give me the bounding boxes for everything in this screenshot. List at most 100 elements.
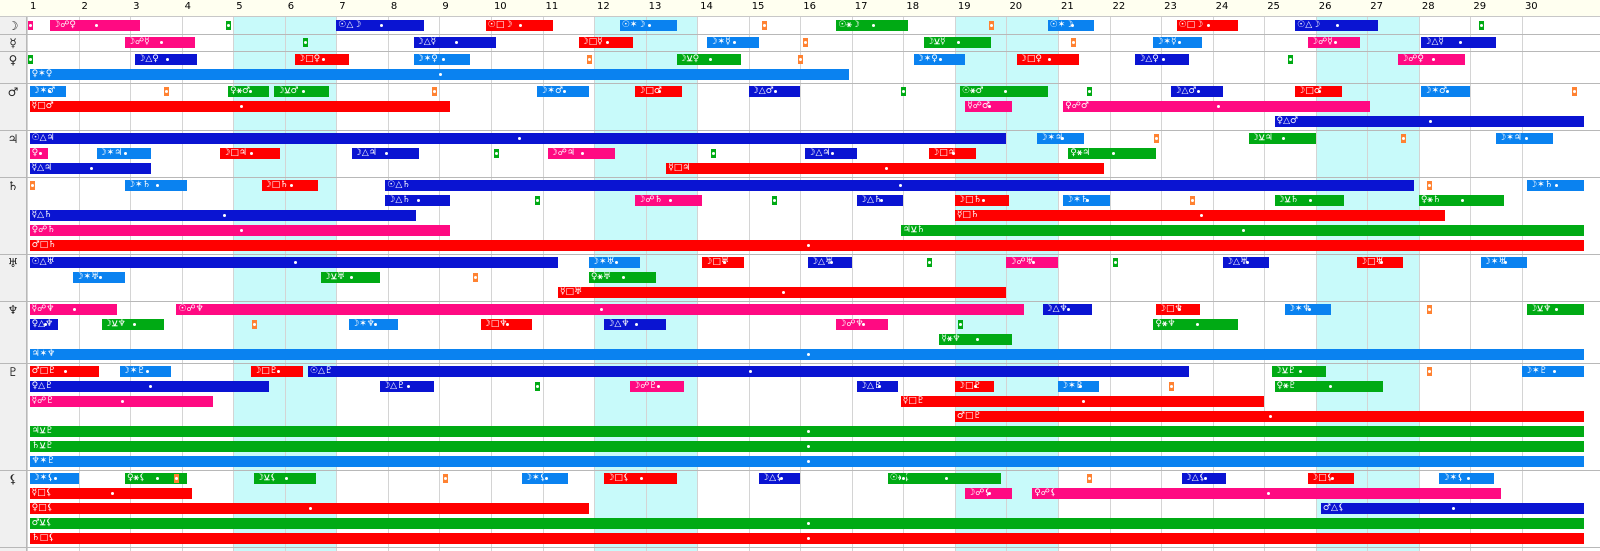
- aspect-bar[interactable]: ☽⚺♇: [1271, 366, 1327, 377]
- aspect-marker[interactable]: [1112, 258, 1118, 267]
- aspect-marker[interactable]: [1427, 181, 1433, 190]
- aspect-marker[interactable]: [226, 21, 232, 30]
- aspect-bar[interactable]: ☽△☿: [1421, 37, 1497, 48]
- aspect-bar[interactable]: ☽☍☿: [124, 37, 195, 48]
- aspect-bar[interactable]: ☿△♃: [29, 163, 151, 174]
- aspect-marker[interactable]: [1427, 367, 1433, 376]
- aspect-bar[interactable]: ♀✶♀: [29, 69, 850, 80]
- aspect-bar[interactable]: ☿☍♇: [29, 396, 213, 407]
- aspect-bar[interactable]: ☽□♇: [251, 366, 303, 377]
- aspect-bar[interactable]: ☽□♃: [929, 148, 976, 159]
- aspect-bar[interactable]: ☽✶♅: [73, 272, 125, 283]
- aspect-bar[interactable]: ☽✶♄: [124, 180, 187, 191]
- aspect-bar[interactable]: ♀△♂: [1274, 116, 1584, 127]
- aspect-marker[interactable]: [1169, 382, 1175, 391]
- aspect-marker[interactable]: [27, 21, 33, 30]
- aspect-bar[interactable]: ☽✶⚸: [1439, 473, 1494, 484]
- aspect-bar[interactable]: ☽△♆: [1042, 304, 1092, 315]
- aspect-marker[interactable]: [803, 38, 809, 47]
- aspect-bar[interactable]: ☉△☽: [1295, 20, 1378, 31]
- aspect-bar[interactable]: ☽✶♀: [913, 54, 966, 65]
- aspect-bar[interactable]: ☿□♃: [666, 163, 1105, 174]
- aspect-bar[interactable]: ☽△♀: [1135, 54, 1190, 65]
- aspect-bar[interactable]: ☽☍♅: [1006, 257, 1058, 268]
- aspect-marker[interactable]: [1190, 196, 1196, 205]
- aspect-bar[interactable]: ☉△♄: [385, 180, 1414, 191]
- aspect-bar[interactable]: ♀☍⚸: [1032, 488, 1502, 499]
- aspect-bar[interactable]: ♃⚺♇: [29, 426, 1584, 437]
- aspect-bar[interactable]: ☽□♅: [702, 257, 744, 268]
- aspect-bar[interactable]: ☿□♂: [29, 101, 450, 112]
- aspect-bar[interactable]: ☽☍⚸: [965, 488, 1012, 499]
- aspect-bar[interactable]: ☽✶♇: [1058, 381, 1100, 392]
- aspect-bar[interactable]: ☽△☿: [413, 37, 497, 48]
- aspect-bar[interactable]: ☽⚺♀: [676, 54, 741, 65]
- aspect-bar[interactable]: ☽✶♇: [1521, 366, 1584, 377]
- aspect-bar[interactable]: ☽✶♄: [1063, 195, 1110, 206]
- aspect-bar[interactable]: ♂⚺⚸: [29, 518, 1584, 529]
- aspect-bar[interactable]: ☽✶⚸: [29, 473, 79, 484]
- aspect-bar[interactable]: ☽✶♃: [1037, 133, 1084, 144]
- aspect-bar[interactable]: ☽✶♅: [588, 257, 641, 268]
- aspect-marker[interactable]: [1401, 134, 1407, 143]
- aspect-bar[interactable]: ♃⚺♄: [900, 225, 1584, 236]
- aspect-bar[interactable]: ☽□♇: [954, 381, 994, 392]
- aspect-marker[interactable]: [988, 21, 994, 30]
- aspect-bar[interactable]: ☽△♆: [604, 319, 667, 330]
- aspect-bar[interactable]: ☽□⚸: [1308, 473, 1355, 484]
- aspect-marker[interactable]: [1571, 87, 1577, 96]
- aspect-bar[interactable]: ☿△♄: [29, 210, 417, 221]
- aspect-bar[interactable]: ♀△♇: [29, 381, 270, 392]
- aspect-marker[interactable]: [710, 149, 716, 158]
- aspect-bar[interactable]: ☽⚺♆: [101, 319, 164, 330]
- aspect-marker[interactable]: [586, 55, 592, 64]
- aspect-bar[interactable]: ☽⚺☿: [923, 37, 991, 48]
- aspect-bar[interactable]: ♀⚹♂: [228, 86, 270, 97]
- aspect-bar[interactable]: ☽✶♆: [349, 319, 399, 330]
- aspect-bar[interactable]: ☿□♅: [557, 287, 1007, 298]
- aspect-bar[interactable]: ☽□♃: [220, 148, 280, 159]
- aspect-bar[interactable]: ☽△⚸: [1181, 473, 1226, 484]
- aspect-bar[interactable]: ☉⚹☽: [836, 20, 909, 31]
- aspect-bar[interactable]: ♂□♇: [29, 366, 100, 377]
- aspect-bar[interactable]: ☽□♀: [295, 54, 350, 65]
- aspect-bar[interactable]: ☽☍☿: [1308, 37, 1360, 48]
- aspect-bar[interactable]: ☽✶♂: [29, 86, 66, 97]
- aspect-marker[interactable]: [1287, 55, 1293, 64]
- aspect-marker[interactable]: [1478, 21, 1484, 30]
- aspect-bar[interactable]: ☿□♇: [900, 396, 1265, 407]
- aspect-bar[interactable]: ♂□♄: [29, 240, 1584, 251]
- aspect-bar[interactable]: ☽⚺♂: [274, 86, 329, 97]
- aspect-bar[interactable]: ☽✶♀: [413, 54, 471, 65]
- aspect-marker[interactable]: [303, 38, 309, 47]
- aspect-bar[interactable]: ☽□♂: [635, 86, 682, 97]
- aspect-bar[interactable]: ☽⚺⚸: [253, 473, 316, 484]
- aspect-bar[interactable]: ☽□♆: [1155, 304, 1200, 315]
- aspect-bar[interactable]: ☿□♄: [954, 210, 1445, 221]
- aspect-bar[interactable]: ☽☍♀: [1398, 54, 1466, 65]
- aspect-bar[interactable]: ♀⚹♅: [588, 272, 656, 283]
- aspect-bar[interactable]: ☽✶♄: [1527, 180, 1584, 191]
- aspect-bar[interactable]: ☿☍♆: [29, 304, 118, 315]
- aspect-bar[interactable]: ☽△♅: [807, 257, 852, 268]
- aspect-marker[interactable]: [432, 87, 438, 96]
- aspect-bar[interactable]: ☽△♇: [380, 381, 435, 392]
- aspect-bar[interactable]: ☽⚺♆: [1527, 304, 1584, 315]
- aspect-bar[interactable]: ☉☍♆: [176, 304, 1025, 315]
- aspect-marker[interactable]: [30, 181, 36, 190]
- aspect-bar[interactable]: ☽△♅: [1222, 257, 1270, 268]
- aspect-bar[interactable]: ☽△♀: [135, 54, 198, 65]
- aspect-bar[interactable]: ☉✶☽: [619, 20, 677, 31]
- aspect-bar[interactable]: ☽△♄: [385, 195, 450, 206]
- aspect-bar[interactable]: ♀⚹♆: [1153, 319, 1239, 330]
- aspect-bar[interactable]: ☉⚹⚸: [887, 473, 1002, 484]
- aspect-bar[interactable]: ☽⚺♃: [1248, 133, 1316, 144]
- aspect-marker[interactable]: [958, 320, 964, 329]
- aspect-marker[interactable]: [901, 474, 907, 483]
- aspect-marker[interactable]: [1071, 38, 1077, 47]
- aspect-bar[interactable]: ☽⚺♄: [1274, 195, 1345, 206]
- aspect-bar[interactable]: ♄□⚸: [29, 533, 1584, 544]
- aspect-bar[interactable]: ☽△♂: [1171, 86, 1223, 97]
- aspect-bar[interactable]: ☽△♂: [748, 86, 801, 97]
- aspect-bar[interactable]: ♀☍♄: [29, 225, 450, 236]
